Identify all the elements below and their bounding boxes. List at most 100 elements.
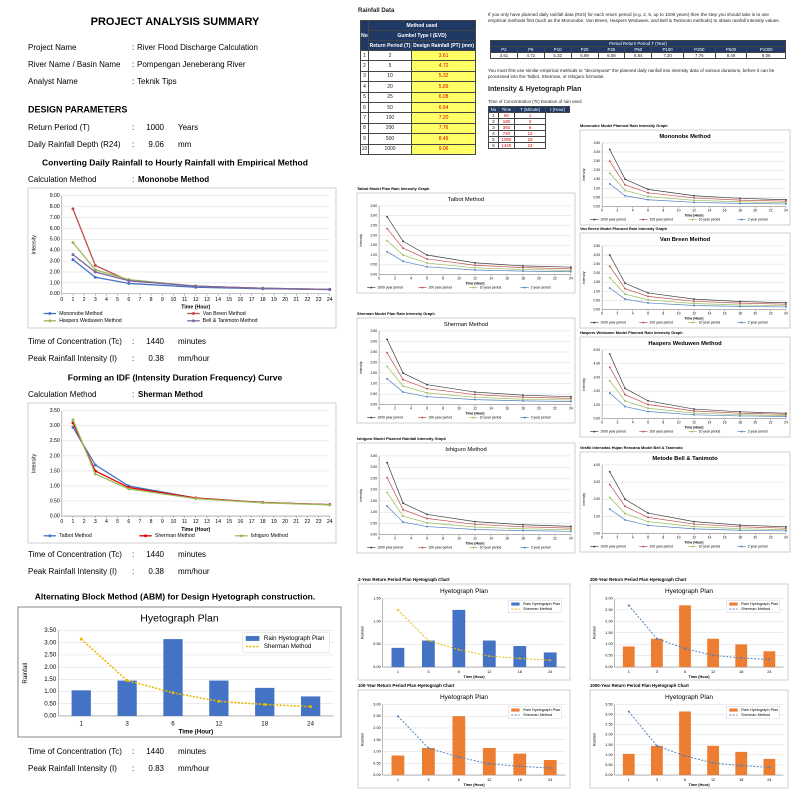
point <box>569 530 572 533</box>
x-tick-label: 11 <box>182 519 187 525</box>
legend-label: 1000 year period <box>600 429 626 433</box>
x-tick-label: 13 <box>204 297 210 303</box>
bar <box>482 748 496 776</box>
x-tick-label: 2 <box>394 406 396 410</box>
x-tick-label: 8 <box>442 276 444 280</box>
y-tick-label: 3.50 <box>370 204 377 208</box>
chart-title: Sherman Method <box>444 322 488 328</box>
legend-marker <box>593 218 596 221</box>
legend-label: 2 year period <box>748 217 768 221</box>
point <box>693 520 695 523</box>
series-line <box>386 492 571 531</box>
x-tick-label: 4 <box>105 297 108 303</box>
point <box>739 529 741 532</box>
y-tick-label: 2.00 <box>370 360 377 364</box>
bar <box>163 639 183 716</box>
header-cell: Gumbel Type I (EVD) <box>367 30 477 41</box>
legend-label: Sherman Method <box>523 607 552 611</box>
point <box>474 398 476 401</box>
point <box>474 269 476 271</box>
x-tick-label: 18 <box>738 208 742 212</box>
y-tick-label: 4.00 <box>593 463 600 467</box>
x-tick-label: 13 <box>204 519 210 525</box>
point <box>386 505 389 508</box>
legend-marker <box>740 430 743 433</box>
x-tick-label: 12 <box>692 535 696 539</box>
series-line <box>386 240 571 271</box>
x-tick-label: 21 <box>293 519 299 525</box>
x-tick-label: 1 <box>628 670 630 674</box>
chart-title: Haspers Weduwen Method <box>648 341 722 347</box>
legend-marker <box>691 545 694 548</box>
y-tick-label: 8.00 <box>50 204 60 210</box>
point <box>647 295 649 298</box>
point <box>386 365 389 368</box>
point <box>569 266 572 269</box>
point <box>739 524 741 527</box>
legend-label: Ishiguro Method <box>251 533 288 539</box>
point <box>624 512 627 515</box>
y-tick-label: 0.00 <box>370 273 377 277</box>
chart-caption: 2-Year Return Period Plan Hyetograph Cha… <box>358 577 450 582</box>
point <box>488 655 491 658</box>
x-tick-label: 6 <box>647 311 649 315</box>
point <box>569 267 572 270</box>
y-tick-label: 1.00 <box>370 510 377 514</box>
y-tick-label: 2.50 <box>605 608 612 612</box>
point <box>647 407 649 410</box>
x-tick-label: 16 <box>723 208 727 212</box>
cell: 5.89 <box>411 81 476 93</box>
point <box>457 648 460 651</box>
x-tick-label: 24 <box>548 778 552 782</box>
y-tick-label: 2.50 <box>50 438 60 444</box>
x-tick-label: 6 <box>647 420 649 424</box>
x-tick-label: 6 <box>647 208 649 212</box>
x-tick-label: 22 <box>553 536 557 540</box>
legend-label: 1000 year period <box>600 217 626 221</box>
point <box>768 658 771 661</box>
param-value: 9.06 <box>148 140 164 149</box>
cell: 5 <box>367 60 413 72</box>
x-tick-label: 10 <box>677 208 681 212</box>
result-label: Peak Rainfall Intensity (I) <box>28 764 117 773</box>
legend-label: Sherman Method <box>155 533 195 539</box>
x-tick-label: 0 <box>378 536 380 540</box>
y-tick-label: 0.00 <box>605 665 612 669</box>
y-tick-label: 2.00 <box>605 733 612 737</box>
point <box>784 525 787 528</box>
x-tick-label: 8 <box>150 519 153 525</box>
point <box>647 403 649 406</box>
chart-frame <box>356 442 576 554</box>
point <box>739 302 741 305</box>
legend-marker <box>691 430 694 433</box>
bar <box>421 748 435 776</box>
section-title: Forming an IDF (Intensity Duration Frequ… <box>68 372 283 382</box>
y-tick-label: 4.00 <box>50 248 60 254</box>
cell: 4.72 <box>516 52 545 59</box>
series-line <box>609 497 786 531</box>
x-tick-label: 2 <box>394 536 396 540</box>
point <box>608 160 611 163</box>
point <box>624 287 627 290</box>
x-tick-label: 8 <box>662 420 664 424</box>
point <box>608 182 611 185</box>
x-tick-label: 10 <box>171 297 177 303</box>
point <box>396 715 399 718</box>
point <box>784 304 787 307</box>
series-line <box>609 508 786 532</box>
y-tick-label: 2.50 <box>373 714 380 718</box>
x-tick-label: 0 <box>601 311 603 315</box>
point <box>402 521 405 524</box>
chart: Hyetograph Plan 0.00 0.50 1.00 1.50 2.00 2.50 3… <box>17 606 342 738</box>
point <box>693 410 695 412</box>
point <box>402 240 405 243</box>
legend-label: 2 year period <box>531 415 551 419</box>
y-axis-label: Intensity <box>582 271 586 284</box>
x-tick-label: 12 <box>487 670 491 674</box>
point <box>768 766 771 769</box>
cell: 20 <box>367 81 413 93</box>
legend-label: 1000 year period <box>600 320 626 324</box>
period-table: Period Return Period T (Year) P2 P5 P10 P20 P… <box>490 40 786 59</box>
x-tick-label: 20 <box>753 420 757 424</box>
point <box>426 521 428 524</box>
